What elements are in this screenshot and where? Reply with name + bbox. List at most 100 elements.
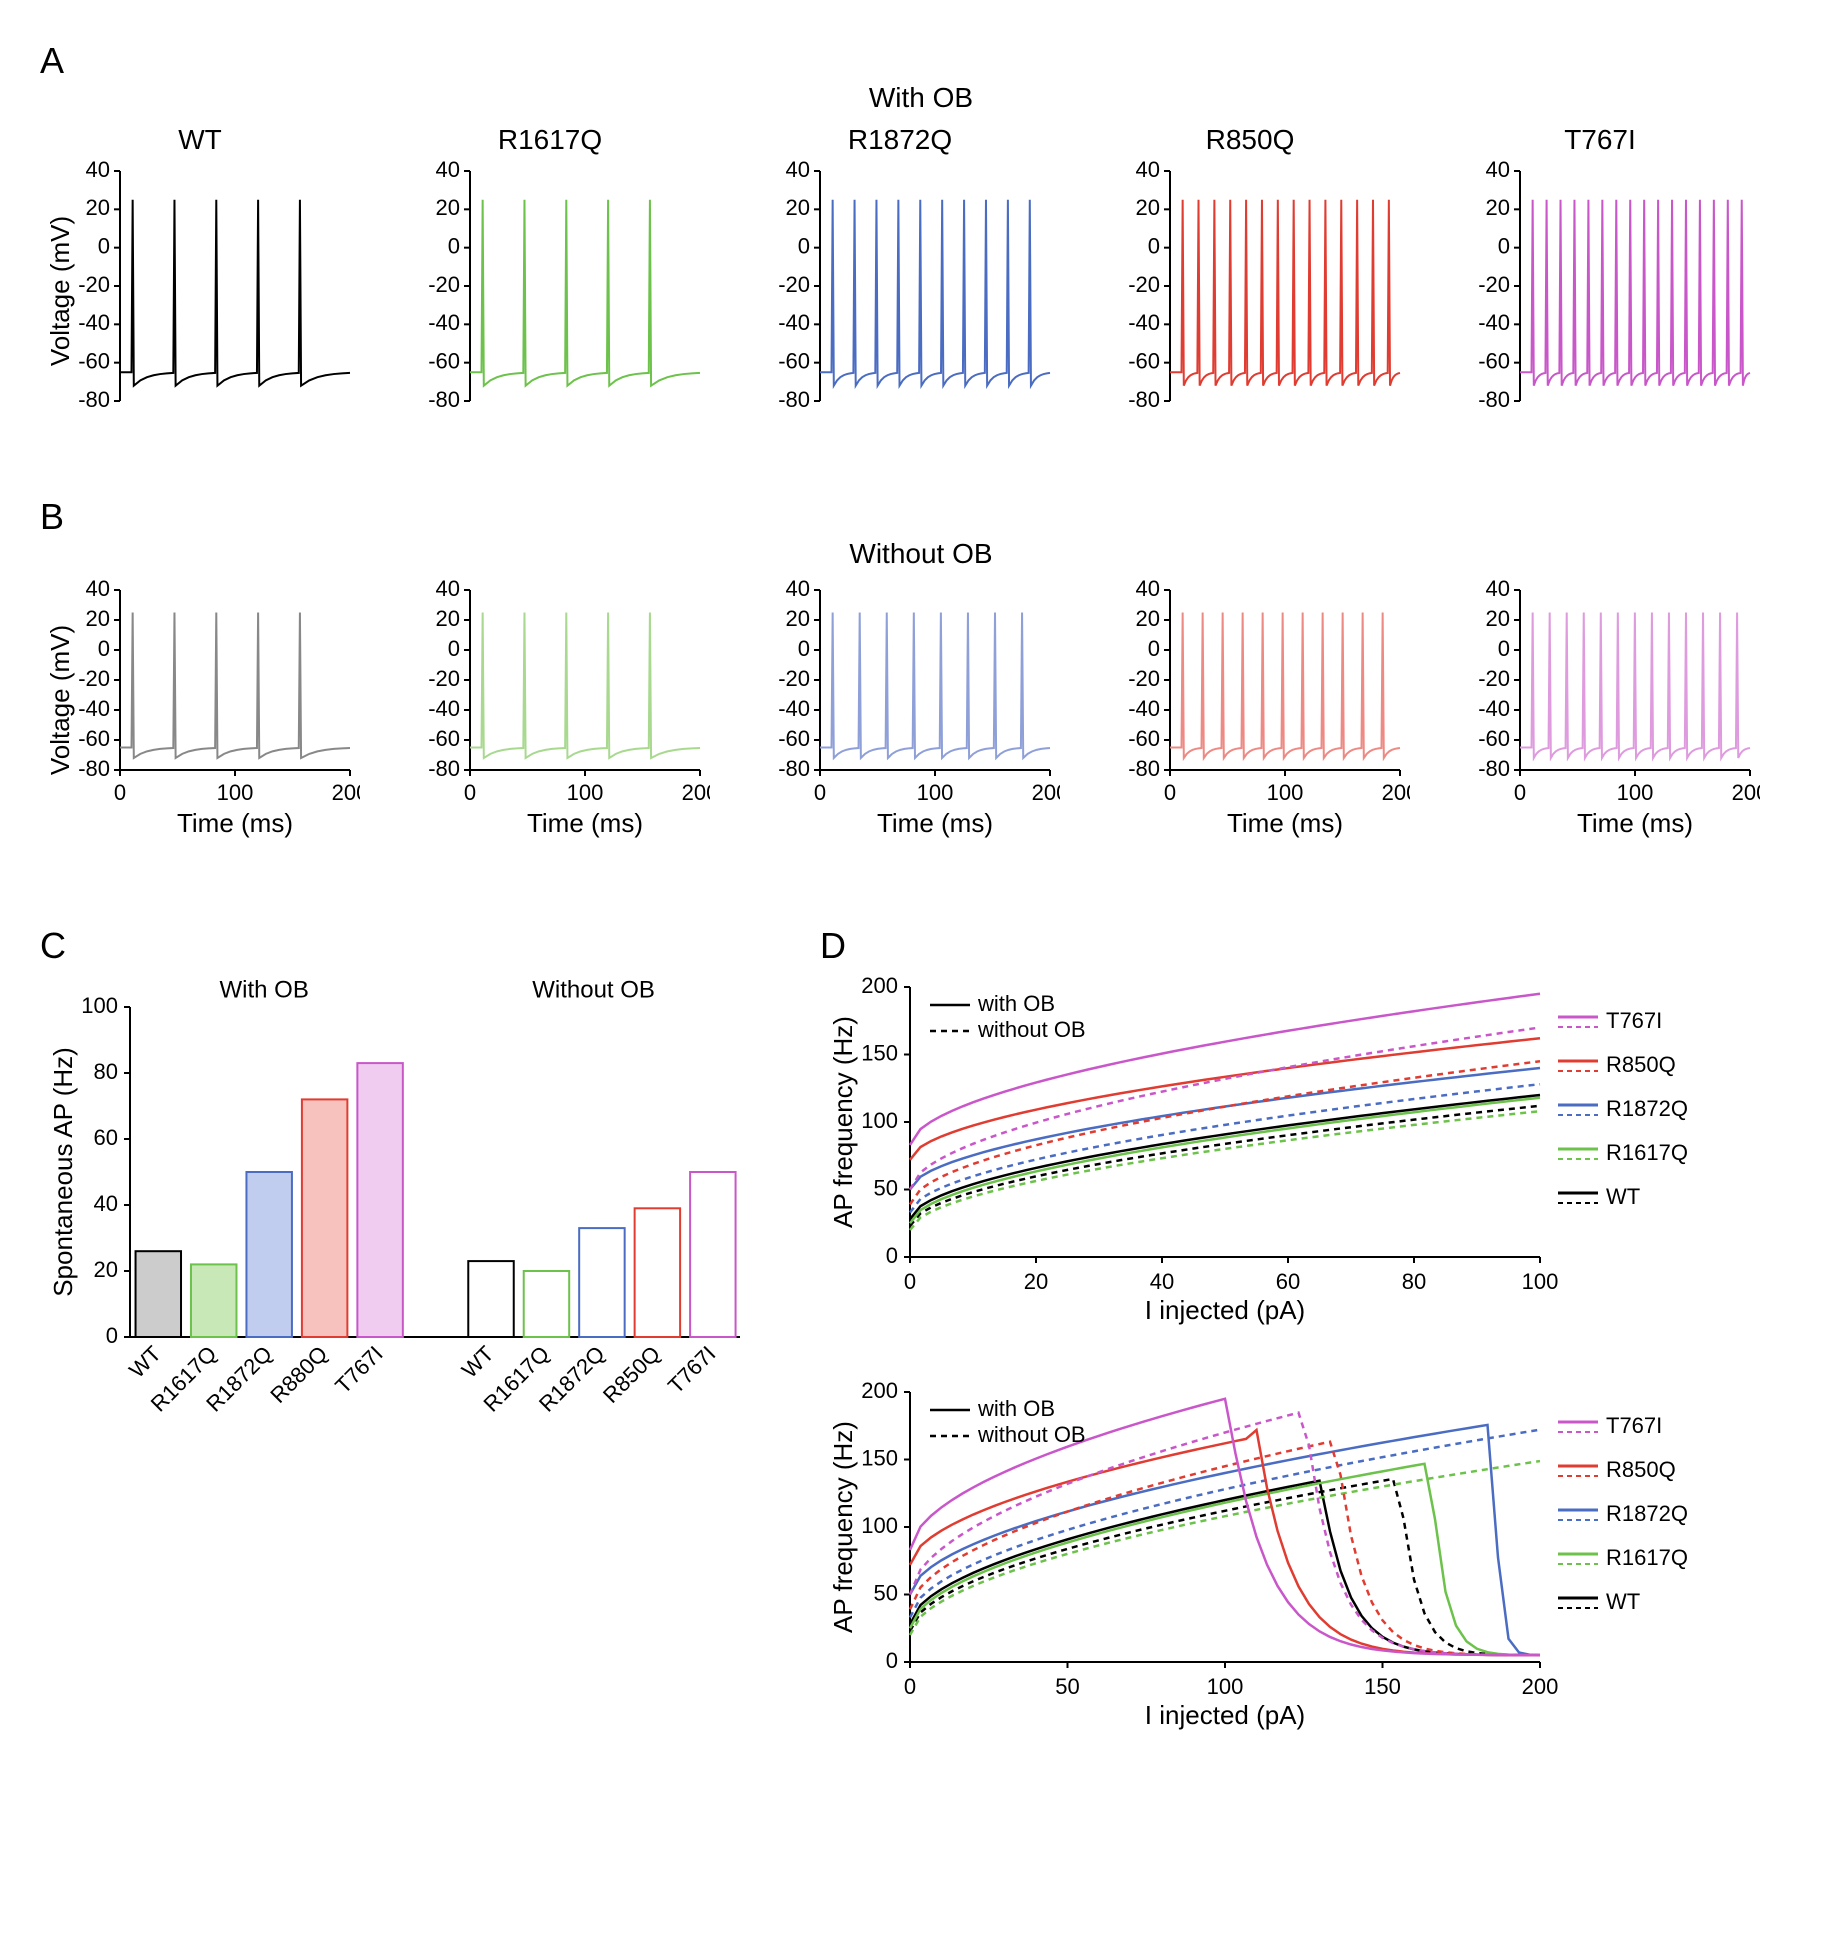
svg-text:WT: WT	[1606, 1589, 1640, 1614]
panel-label-a: A	[40, 40, 64, 82]
svg-text:20: 20	[86, 195, 110, 220]
svg-text:20: 20	[1136, 195, 1160, 220]
svg-text:0: 0	[106, 1323, 118, 1348]
svg-text:100: 100	[1207, 1674, 1244, 1699]
svg-text:40: 40	[94, 1191, 118, 1216]
svg-text:0: 0	[98, 636, 110, 661]
svg-text:0: 0	[464, 780, 476, 805]
svg-text:Spontaneous AP (Hz): Spontaneous AP (Hz)	[48, 1047, 78, 1297]
svg-text:R850Q: R850Q	[1606, 1052, 1676, 1077]
svg-text:20: 20	[786, 195, 810, 220]
variant-label: WT	[40, 124, 360, 156]
svg-text:R880Q: R880Q	[265, 1341, 332, 1408]
svg-text:R1872Q: R1872Q	[1606, 1501, 1688, 1526]
svg-text:200: 200	[1732, 780, 1760, 805]
svg-text:-20: -20	[428, 666, 460, 691]
svg-text:20: 20	[786, 606, 810, 631]
svg-text:20: 20	[436, 606, 460, 631]
svg-text:R1872Q: R1872Q	[1606, 1096, 1688, 1121]
svg-text:150: 150	[861, 1040, 898, 1065]
svg-text:100: 100	[1522, 1269, 1559, 1294]
svg-text:R850Q: R850Q	[598, 1341, 665, 1408]
svg-text:I injected (pA): I injected (pA)	[1145, 1295, 1305, 1325]
svg-text:WT: WT	[1606, 1184, 1640, 1209]
svg-text:-20: -20	[1128, 272, 1160, 297]
svg-text:0: 0	[98, 233, 110, 258]
svg-text:40: 40	[1150, 1269, 1174, 1294]
panel-label-c: C	[40, 925, 760, 967]
svg-text:R1617Q: R1617Q	[1606, 1140, 1688, 1165]
svg-text:-40: -40	[778, 310, 810, 335]
svg-text:-20: -20	[428, 272, 460, 297]
variant-label: R1617Q	[390, 124, 710, 156]
svg-text:60: 60	[94, 1125, 118, 1150]
svg-text:Time (ms): Time (ms)	[1227, 808, 1343, 838]
svg-text:without OB: without OB	[977, 1017, 1086, 1042]
svg-text:20: 20	[1486, 606, 1510, 631]
svg-text:Voltage (mV): Voltage (mV)	[45, 625, 75, 775]
svg-text:0: 0	[448, 636, 460, 661]
svg-text:-20: -20	[778, 666, 810, 691]
svg-text:0: 0	[448, 233, 460, 258]
panel-label-b: B	[40, 496, 64, 538]
svg-text:0: 0	[1148, 636, 1160, 661]
svg-text:-20: -20	[1478, 666, 1510, 691]
svg-text:-40: -40	[428, 696, 460, 721]
variant-label: R1872Q	[740, 124, 1060, 156]
svg-text:200: 200	[1032, 780, 1060, 805]
svg-text:0: 0	[1514, 780, 1526, 805]
svg-text:Time (ms): Time (ms)	[527, 808, 643, 838]
svg-text:-80: -80	[778, 387, 810, 412]
svg-text:-60: -60	[778, 726, 810, 751]
svg-text:-60: -60	[778, 348, 810, 373]
svg-text:-40: -40	[78, 696, 110, 721]
svg-text:80: 80	[94, 1059, 118, 1084]
svg-text:20: 20	[436, 195, 460, 220]
svg-text:-80: -80	[1128, 756, 1160, 781]
svg-text:40: 40	[86, 580, 110, 601]
svg-text:20: 20	[94, 1257, 118, 1282]
svg-text:50: 50	[1055, 1674, 1079, 1699]
svg-text:T767I: T767I	[1606, 1413, 1662, 1438]
svg-text:Without OB: Without OB	[532, 976, 655, 1003]
svg-text:40: 40	[86, 161, 110, 182]
svg-text:150: 150	[1364, 1674, 1401, 1699]
svg-text:R850Q: R850Q	[1606, 1457, 1676, 1482]
svg-text:-40: -40	[1478, 696, 1510, 721]
svg-text:20: 20	[1024, 1269, 1048, 1294]
svg-text:0: 0	[1164, 780, 1176, 805]
svg-text:0: 0	[798, 636, 810, 661]
svg-text:-40: -40	[78, 310, 110, 335]
panel-a-title: With OB	[40, 82, 1802, 114]
svg-text:-80: -80	[78, 756, 110, 781]
svg-text:200: 200	[682, 780, 710, 805]
panel-b-title: Without OB	[40, 538, 1802, 570]
svg-text:40: 40	[786, 161, 810, 182]
panel-d-top-chart: 050100150200020406080100I injected (pA)A…	[820, 967, 1720, 1332]
svg-text:-20: -20	[1128, 666, 1160, 691]
svg-text:-80: -80	[778, 756, 810, 781]
svg-text:-40: -40	[428, 310, 460, 335]
svg-text:with OB: with OB	[977, 991, 1055, 1016]
svg-text:-60: -60	[1128, 348, 1160, 373]
svg-text:Time (ms): Time (ms)	[1577, 808, 1693, 838]
svg-text:-60: -60	[1128, 726, 1160, 751]
panel-d-bottom-chart: 050100150200050100150200I injected (pA)A…	[820, 1372, 1720, 1737]
svg-text:AP frequency (Hz): AP frequency (Hz)	[828, 1421, 858, 1633]
svg-text:40: 40	[786, 580, 810, 601]
svg-text:100: 100	[1267, 780, 1304, 805]
svg-text:-60: -60	[1478, 726, 1510, 751]
svg-text:-60: -60	[428, 726, 460, 751]
svg-text:100: 100	[861, 1108, 898, 1133]
svg-text:0: 0	[886, 1243, 898, 1268]
svg-text:-80: -80	[1478, 387, 1510, 412]
svg-text:200: 200	[861, 1378, 898, 1403]
svg-text:0: 0	[114, 780, 126, 805]
svg-text:-20: -20	[778, 272, 810, 297]
svg-text:0: 0	[798, 233, 810, 258]
svg-text:-80: -80	[428, 756, 460, 781]
svg-text:200: 200	[1522, 1674, 1559, 1699]
svg-text:50: 50	[874, 1175, 898, 1200]
svg-text:0: 0	[904, 1674, 916, 1699]
svg-text:-80: -80	[1478, 756, 1510, 781]
